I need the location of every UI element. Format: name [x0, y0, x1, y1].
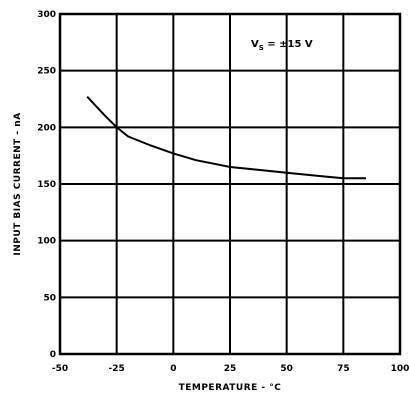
y-tick-label: 250	[37, 67, 56, 77]
series-curves	[86, 96, 366, 180]
y-tick-label: 50	[43, 293, 56, 303]
grid	[59, 13, 401, 355]
annotation-subscript: S	[259, 44, 264, 52]
x-axis-label: TEMPERATURE - °C	[179, 383, 282, 393]
x-tick-label: 25	[224, 364, 237, 374]
x-tick-label: 50	[280, 364, 293, 374]
y-tick-labels: 0 50 100 150 200 250 300	[37, 10, 56, 360]
x-tick-labels: -50 -25 0 25 50 75 100	[52, 364, 409, 374]
x-tick-label: -50	[52, 364, 68, 374]
x-tick-label: 0	[170, 364, 176, 374]
series-line	[86, 96, 366, 180]
y-tick-label: 0	[50, 350, 56, 360]
annotation-value: = ±15 V	[264, 39, 313, 50]
y-tick-label: 150	[37, 180, 56, 190]
y-tick-label: 300	[37, 10, 56, 20]
plot-frame	[58, 12, 402, 356]
x-tick-label: -25	[109, 364, 125, 374]
x-tick-label: 100	[391, 364, 409, 374]
supply-voltage-annotation: VS = ±15 V	[251, 39, 313, 52]
y-tick-label: 100	[37, 237, 56, 247]
annotation-symbol: V	[251, 39, 259, 50]
y-axis-label: INPUT BIAS CURRENT - nA	[13, 112, 23, 255]
x-tick-label: 75	[337, 364, 350, 374]
y-tick-label: 200	[37, 123, 56, 133]
